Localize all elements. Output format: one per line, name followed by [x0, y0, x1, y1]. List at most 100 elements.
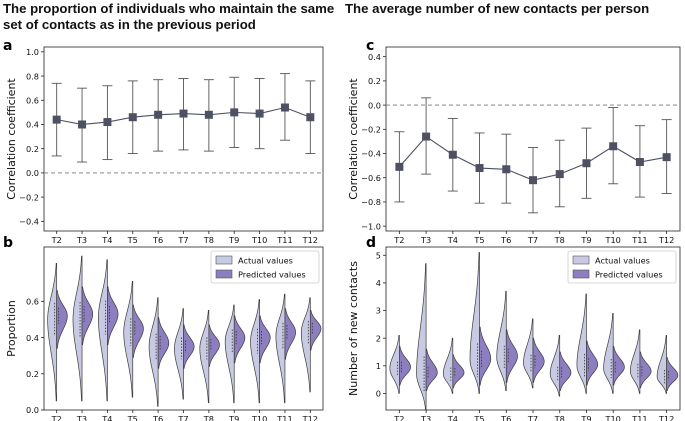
b-violin-predicted: [107, 286, 119, 346]
c-point: [395, 162, 404, 171]
c-xtick-label: T7: [527, 235, 538, 245]
a-ytick-label: 1.0: [26, 47, 39, 57]
d-violin-actual: [416, 263, 427, 410]
c-point: [422, 132, 431, 141]
b-violin-predicted: [208, 324, 220, 367]
c-point: [529, 176, 537, 185]
c-xtick-label: T3: [420, 235, 431, 245]
panel-c-chart: −1.0 −0.8 −0.6 −0.4 −0.2 0.0 0.2 0.4 T2 T3 T4 T5 T6 T…: [347, 46, 681, 245]
d-ytick-label: 1: [376, 361, 381, 371]
d-violin-predicted: [612, 346, 625, 386]
b-violin-actual: [199, 310, 210, 404]
b-violin-predicted: [233, 315, 246, 364]
d-ytick-label: 3: [376, 306, 381, 316]
panel-letter-c: c: [366, 38, 374, 54]
b-legend-swatch-actual: [215, 255, 233, 265]
d-violin-actual: [469, 252, 480, 394]
d-violin-predicted: [586, 340, 599, 386]
a-point: [306, 113, 315, 122]
a-point: [255, 109, 264, 118]
b-ytick-label: 0.6: [26, 297, 39, 307]
panel-d-chart: 0 1 2 3 4 5 T2 T3 T4 T5 T6 T7 T8 T9 T10 T11 T12 Number of…: [347, 246, 681, 421]
a-ytick-label: −0.4: [19, 217, 39, 227]
d-violin-actual: [389, 335, 400, 394]
d-violin-predicted: [505, 329, 518, 383]
d-violin-actual: [523, 318, 534, 389]
c-xtick-label: T9: [580, 235, 591, 245]
d-violin-actual: [630, 329, 641, 394]
b-ytick-label: 0.2: [26, 369, 39, 379]
b-legend-swatch-predicted: [215, 269, 233, 279]
a-xtick-label: T11: [276, 235, 292, 245]
c-ytick-label: −0.6: [361, 173, 381, 183]
b-xtick-label: T6: [152, 414, 163, 421]
d-legend-box: [567, 250, 677, 284]
d-legend-label-predicted: Predicted values: [595, 270, 663, 280]
a-point: [154, 110, 163, 119]
d-violin-actual: [549, 335, 561, 397]
b-violin-predicted: [284, 308, 296, 360]
a-point: [230, 108, 239, 117]
b-violin-predicted: [56, 290, 68, 349]
d-xtick-label: T10: [604, 414, 620, 421]
b-ytick-label: 0.4: [26, 333, 39, 343]
b-violin-actual: [300, 297, 311, 393]
d-xtick-label: T9: [580, 414, 591, 421]
d-xtick-label: T5: [473, 414, 484, 421]
a-point: [128, 113, 137, 122]
panel-a-chart: −0.4 −0.2 0.0 0.2 0.4 0.6 0.8 1.0 T2 T3 T4 T5 T6 T7 T8…: [5, 46, 324, 245]
b-xtick-label: T3: [76, 414, 87, 421]
a-point: [179, 109, 188, 118]
d-xtick-label: T2: [393, 414, 404, 421]
c-point: [609, 142, 618, 151]
b-xtick-label: T10: [251, 414, 267, 421]
panel-letter-a: a: [3, 38, 12, 54]
a-xtick-label: T8: [203, 235, 214, 245]
c-xtick-label: T5: [473, 235, 484, 245]
c-ylabel: Correlation coefficient: [347, 78, 360, 200]
d-violins: [389, 252, 679, 410]
a-point: [280, 103, 289, 112]
d-xtick-label: T6: [500, 414, 511, 421]
b-ylabel: Proportion: [5, 300, 18, 357]
a-ytick-label: 0.8: [26, 71, 39, 81]
a-xtick-label: T6: [152, 235, 163, 245]
c-xtick-label: T4: [447, 235, 458, 245]
d-ytick-label: 0: [376, 389, 381, 399]
a-xtick-label: T3: [76, 235, 87, 245]
a-xtick-label: T10: [251, 235, 267, 245]
b-legend-label-predicted: Predicted values: [238, 270, 306, 280]
b-violin-predicted: [81, 286, 94, 346]
b-xtick-label: T12: [302, 414, 318, 421]
d-ytick-label: 4: [376, 278, 381, 288]
a-xtick-label: T2: [51, 235, 62, 245]
a-xtick-label: T4: [101, 235, 112, 245]
c-point: [582, 159, 591, 168]
c-xtick-label: T12: [658, 235, 674, 245]
b-violin-actual: [224, 304, 235, 404]
b-violin-actual: [250, 299, 260, 404]
d-ytick-label: 5: [376, 250, 381, 260]
b-legend-label-actual: Actual values: [238, 256, 293, 266]
d-ylabel: Number of new contacts: [347, 261, 360, 396]
c-ytick-label: 0.0: [368, 100, 381, 110]
b-violin-actual: [174, 308, 184, 400]
d-violin-actual: [576, 293, 587, 394]
b-ytick-label: 0.0: [26, 405, 39, 415]
b-violins: [47, 255, 322, 407]
panel-letter-b: b: [3, 235, 13, 251]
d-legend-label-actual: Actual values: [595, 256, 650, 266]
b-violin-predicted: [309, 310, 322, 351]
panel-b-chart: 0.0 0.2 0.4 0.6 T2 T3 T4 T5 T6 T7 T8 T9 T10 T11 T12 Pro…: [5, 246, 324, 421]
a-point: [52, 115, 61, 124]
d-violin-actual: [656, 335, 667, 394]
c-point: [635, 158, 644, 166]
c-xtick-label: T6: [500, 235, 511, 245]
d-violin-actual: [496, 290, 507, 392]
c-xtick-label: T8: [554, 235, 565, 245]
d-legend-swatch-actual: [572, 255, 590, 265]
b-violin-actual: [98, 259, 108, 402]
d-xtick-label: T12: [658, 414, 674, 421]
a-ytick-label: 0.6: [26, 95, 39, 105]
b-violin-predicted: [157, 317, 170, 369]
